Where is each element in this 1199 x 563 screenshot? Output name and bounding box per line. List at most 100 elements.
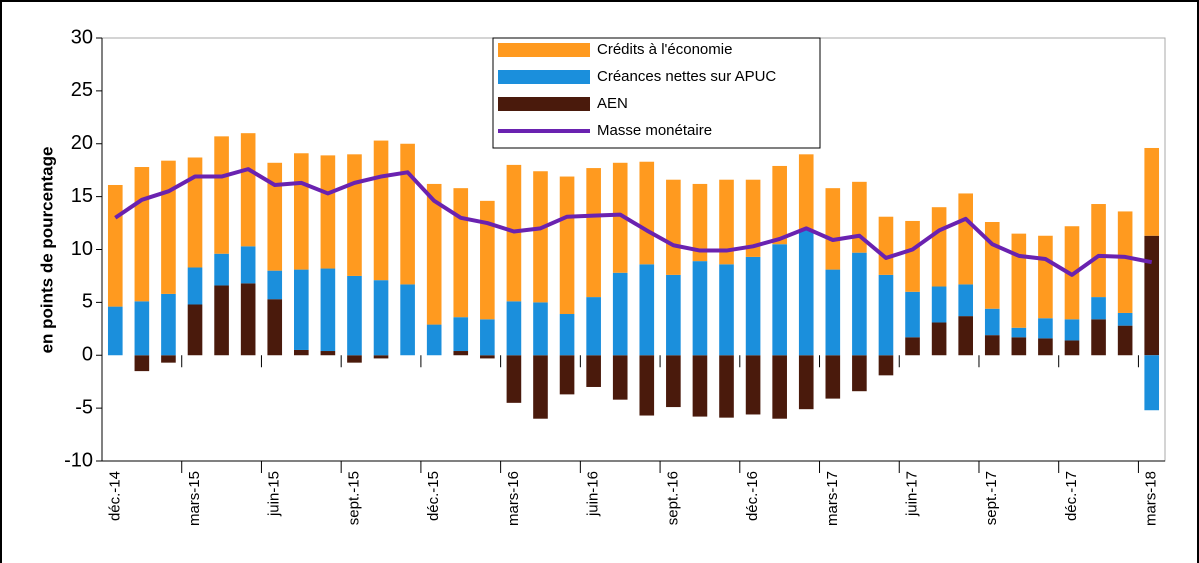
bar (1038, 235, 1053, 319)
bar (267, 162, 283, 271)
bar (373, 355, 389, 359)
bar (533, 171, 548, 303)
bar (878, 355, 894, 376)
bar (666, 355, 681, 408)
bar (400, 143, 415, 285)
bar (187, 267, 203, 305)
bar (134, 167, 150, 302)
bar (719, 179, 734, 265)
legend-label: Crédits à l'économie (597, 41, 732, 58)
legend-swatch (498, 97, 590, 111)
bar (373, 140, 389, 281)
bar (214, 253, 229, 286)
bar (453, 188, 469, 318)
legend-label: AEN (597, 95, 628, 112)
bar (347, 355, 362, 363)
bar (161, 293, 176, 356)
bar (666, 179, 681, 275)
y-tick-label: 0 (82, 344, 93, 366)
bar (400, 284, 415, 356)
bar (559, 355, 575, 395)
bar (612, 272, 628, 356)
bar (1011, 327, 1027, 338)
bar (107, 184, 123, 307)
bar (692, 261, 708, 356)
bar (878, 274, 894, 356)
bar (426, 183, 442, 325)
y-tick-label: -5 (75, 396, 93, 418)
bar (772, 244, 787, 356)
x-tick-label: juin-16 (585, 471, 602, 517)
bar (240, 283, 256, 356)
bar (1038, 338, 1053, 356)
bar (1144, 147, 1160, 236)
bar (586, 355, 601, 387)
bar (1144, 355, 1160, 411)
bar (294, 269, 309, 350)
bar (719, 355, 734, 418)
y-axis-label: en points de pourcentage (37, 147, 56, 354)
bar (639, 355, 655, 416)
bar (958, 316, 973, 356)
bar (426, 324, 442, 356)
bar (745, 355, 761, 415)
bar (692, 183, 708, 262)
bar (453, 317, 469, 352)
legend-swatch (498, 70, 590, 84)
bar (187, 304, 203, 356)
bar (506, 301, 522, 356)
bar (958, 284, 973, 317)
x-tick-label: sept.-16 (664, 471, 681, 525)
bar (134, 355, 150, 372)
bar (373, 280, 389, 356)
bar (905, 220, 920, 292)
x-tick-label: déc.-15 (425, 471, 442, 521)
bar (267, 270, 283, 300)
x-tick-label: déc.-17 (1063, 471, 1080, 521)
bar (931, 286, 947, 323)
bar (1091, 204, 1106, 298)
bar (958, 193, 973, 285)
bar (825, 188, 841, 270)
bar (852, 355, 867, 392)
bar (187, 157, 203, 268)
bar (719, 264, 734, 356)
legend-label: Créances nettes sur APUC (597, 68, 776, 85)
bar (1091, 319, 1106, 356)
bar (639, 161, 655, 265)
y-tick-label: 5 (82, 291, 93, 313)
bar (798, 355, 814, 410)
bar (586, 168, 601, 298)
bar (825, 355, 841, 399)
bar (931, 322, 947, 356)
bar (1091, 297, 1106, 320)
y-tick-label: -10 (64, 449, 93, 471)
bar (798, 230, 814, 356)
x-tick-label: juin-17 (904, 471, 921, 517)
bar (984, 308, 1000, 336)
bar (772, 355, 787, 419)
bar (984, 335, 1000, 356)
bar (586, 297, 601, 356)
y-tick-label: 10 (71, 238, 93, 260)
bar (1011, 233, 1027, 328)
bar (612, 355, 628, 400)
x-tick-label: juin-15 (266, 471, 283, 517)
bar (214, 285, 229, 356)
bar (1144, 235, 1160, 356)
bar (559, 176, 575, 315)
legend-label: Masse monétaire (597, 122, 712, 139)
bar (214, 136, 229, 254)
x-tick-label: mars-17 (824, 471, 841, 526)
bar (905, 291, 920, 338)
bar (1011, 337, 1027, 356)
x-tick-label: mars-18 (1143, 471, 1160, 526)
x-tick-label: déc.-16 (744, 471, 761, 521)
bar (559, 314, 575, 356)
bar (825, 269, 841, 356)
bar (666, 274, 681, 356)
bar (878, 216, 894, 275)
bar (798, 154, 814, 231)
x-tick-label: mars-15 (186, 471, 203, 526)
